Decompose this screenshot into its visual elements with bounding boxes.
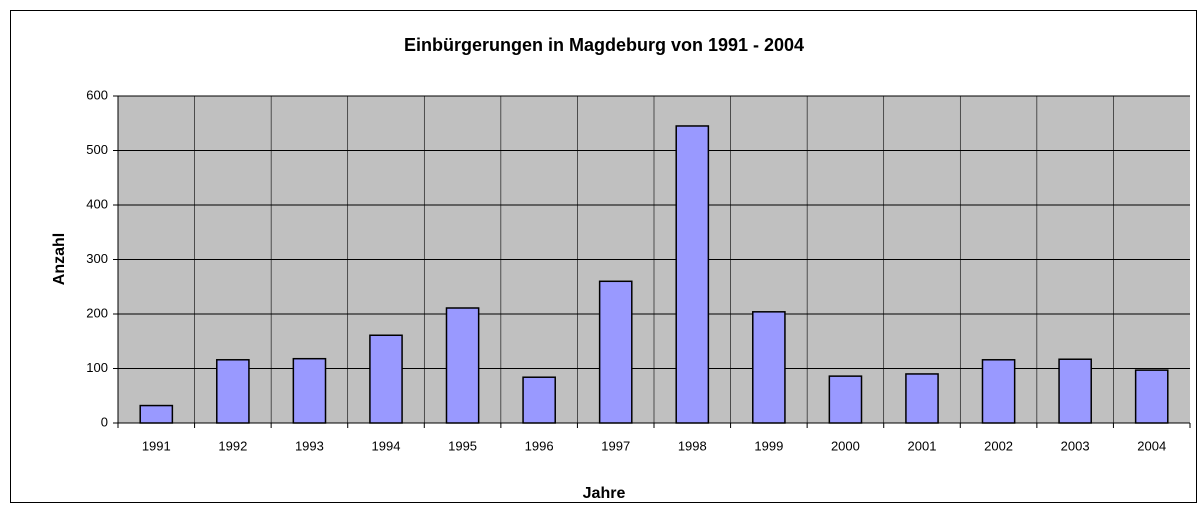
y-tick-label: 600 <box>86 87 108 102</box>
y-axis-label: Anzahl <box>51 233 68 285</box>
x-tick-label: 1995 <box>448 438 477 453</box>
bar <box>598 280 633 424</box>
x-tick-label: 1996 <box>525 438 554 453</box>
bar <box>216 359 250 424</box>
bar <box>981 359 1016 424</box>
y-tick-label: 0 <box>101 414 108 429</box>
bar <box>522 376 556 424</box>
x-tick-label: 2002 <box>984 438 1013 453</box>
chart-title: Einbürgerungen in Magdeburg von 1991 - 2… <box>404 35 804 55</box>
bar <box>369 334 403 424</box>
x-tick-label: 2003 <box>1061 438 1090 453</box>
y-tick-label: 200 <box>86 305 108 320</box>
bar <box>292 357 327 424</box>
bar <box>905 373 939 424</box>
y-tick-label: 300 <box>86 251 108 266</box>
bar <box>828 375 863 424</box>
bar <box>1058 358 1092 424</box>
bar <box>1134 369 1169 424</box>
x-tick-label: 2001 <box>908 438 937 453</box>
x-axis-label: Jahre <box>583 485 626 502</box>
x-tick-label: 1997 <box>601 438 630 453</box>
x-tick-label: 2004 <box>1137 438 1166 453</box>
y-tick-label: 500 <box>86 142 108 157</box>
y-tick-label: 400 <box>86 196 108 211</box>
x-tick-label: 1994 <box>372 438 401 453</box>
x-tick-label: 1991 <box>142 438 171 453</box>
x-tick-label: 1992 <box>218 438 247 453</box>
bar <box>675 125 710 424</box>
x-tick-label: 1999 <box>754 438 783 453</box>
x-tick-label: 1998 <box>678 438 707 453</box>
bar <box>445 307 480 424</box>
x-tick-label: 1993 <box>295 438 324 453</box>
y-tick-label: 100 <box>86 360 108 375</box>
bar <box>139 404 174 424</box>
bar <box>752 311 786 424</box>
x-tick-label: 2000 <box>831 438 860 453</box>
